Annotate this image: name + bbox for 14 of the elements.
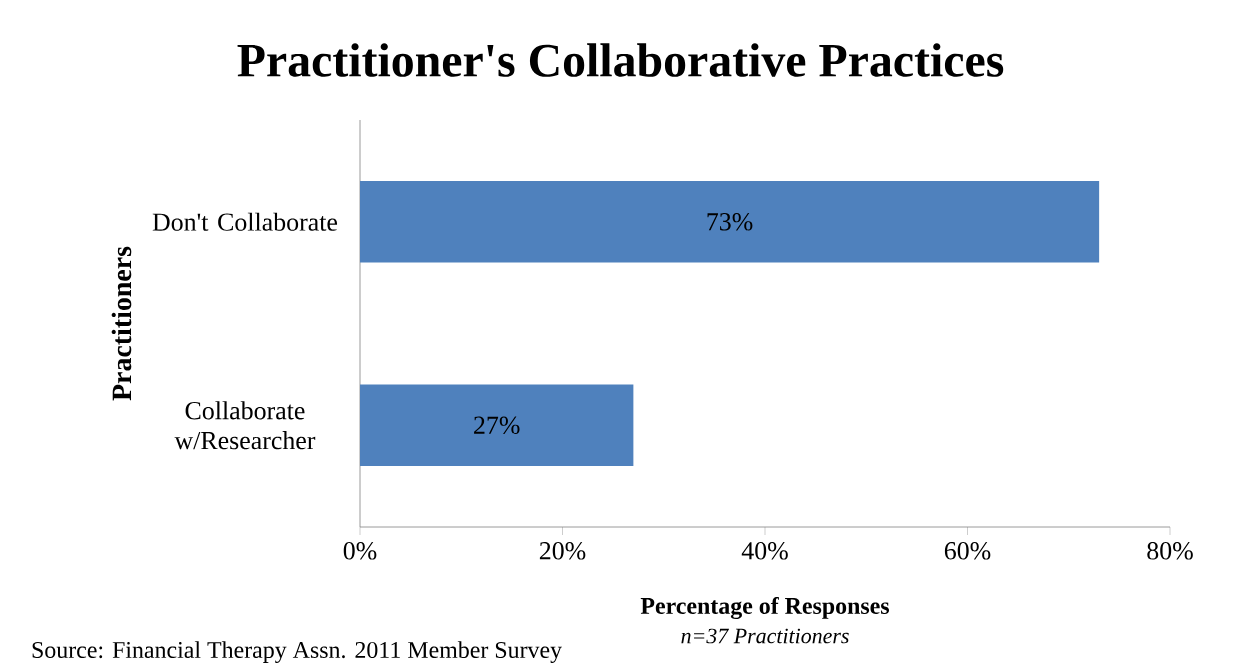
source-note: Source: Financial Therapy Assn. 2011 Member Survey bbox=[32, 641, 562, 663]
x-tick-label: 60% bbox=[944, 542, 991, 560]
x-axis-title: Percentage of Responses bbox=[640, 596, 890, 620]
y-tick-label: Don't Collaborate bbox=[152, 212, 338, 231]
y-axis-title: Practitioners bbox=[111, 246, 132, 401]
x-tick-label: 80% bbox=[1147, 542, 1193, 560]
y-tick-label: Collaborate w/Researcher bbox=[174, 401, 316, 450]
data-label: 73% bbox=[707, 212, 753, 231]
chart-title: Practitioner's Collaborative Practices bbox=[237, 43, 1004, 77]
x-tick-label: 20% bbox=[539, 542, 586, 560]
x-tick-label: 0% bbox=[343, 542, 377, 560]
data-label: 27% bbox=[474, 416, 520, 435]
text: n=37 Practitioners bbox=[681, 628, 849, 644]
x-tick-label: 40% bbox=[741, 542, 788, 560]
